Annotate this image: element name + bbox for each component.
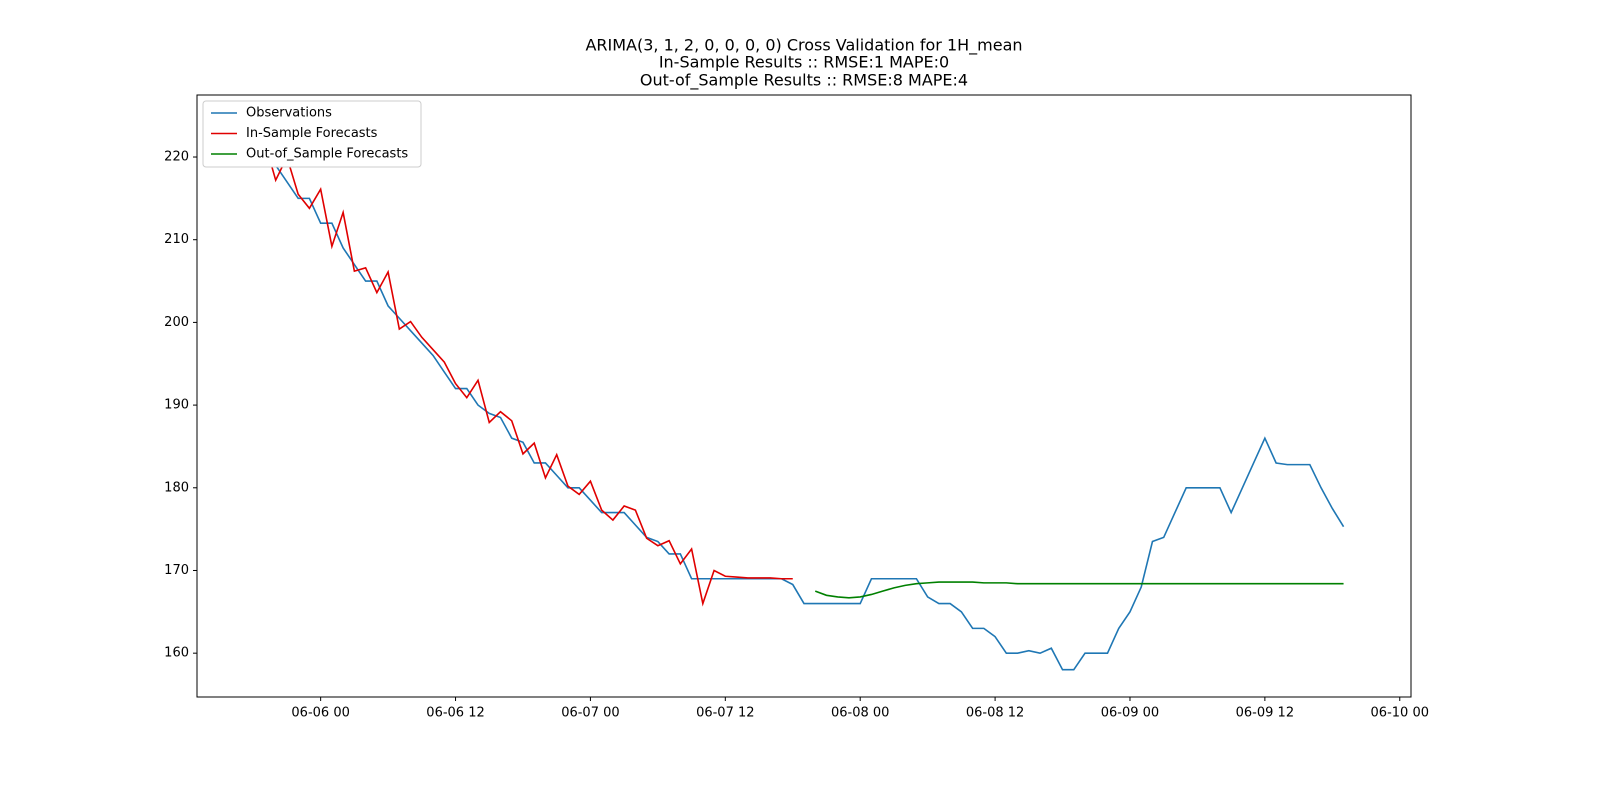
series-line	[252, 131, 1345, 671]
x-tick-label: 06-09 12	[1236, 706, 1294, 721]
x-tick-label: 06-09 00	[1101, 706, 1159, 721]
series-line	[252, 129, 793, 607]
y-tick-label: 170	[164, 563, 189, 578]
chart-title: ARIMA(3, 1, 2, 0, 0, 0, 0) Cross Validat…	[585, 36, 1022, 56]
x-tick-label: 06-08 12	[966, 706, 1024, 721]
legend-label: Observations	[246, 106, 332, 121]
legend-label: In-Sample Forecasts	[246, 126, 378, 141]
y-tick-label: 160	[164, 646, 189, 661]
y-tick-label: 190	[164, 398, 189, 413]
x-tick-label: 06-07 12	[696, 706, 754, 721]
plot-area	[196, 94, 1412, 698]
y-tick-label: 180	[164, 480, 189, 495]
x-tick-label: 06-06 12	[426, 706, 484, 721]
series-line	[814, 581, 1344, 599]
x-tick-label: 06-06 00	[291, 706, 349, 721]
y-tick-label: 210	[164, 232, 189, 247]
legend-box	[202, 100, 422, 168]
y-tick-label: 200	[164, 315, 189, 330]
x-tick-label: 06-07 00	[561, 706, 619, 721]
x-tick-label: 06-10 00	[1371, 706, 1429, 721]
legend-label: Out-of_Sample Forecasts	[246, 147, 408, 162]
y-tick-label: 220	[164, 150, 189, 165]
chart-subtitle: In-Sample Results :: RMSE:1 MAPE:0	[659, 53, 949, 72]
chart-subtitle: Out-of_Sample Results :: RMSE:8 MAPE:4	[640, 71, 968, 91]
x-tick-label: 06-08 00	[831, 706, 889, 721]
